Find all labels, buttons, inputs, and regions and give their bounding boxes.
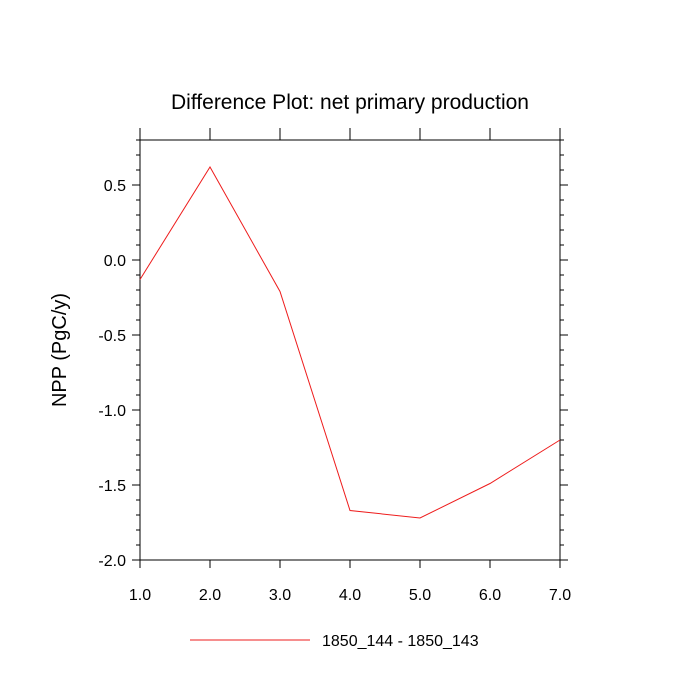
axis-ticks <box>132 128 568 568</box>
series-line <box>139 166 561 519</box>
x-tick-label: 3.0 <box>269 587 291 604</box>
legend-label: 1850_144 - 1850_143 <box>322 633 479 650</box>
legend: 1850_144 - 1850_143 <box>190 633 479 650</box>
x-tick-label: 4.0 <box>339 587 361 604</box>
y-tick-label: 0.0 <box>104 253 126 270</box>
y-tick-label: -1.0 <box>98 403 126 420</box>
x-tick-labels: 1.0 2.0 3.0 4.0 5.0 6.0 7.0 <box>129 587 571 604</box>
x-tick-label: 1.0 <box>129 587 151 604</box>
x-tick-label: 6.0 <box>479 587 501 604</box>
y-tick-label: -0.5 <box>98 328 126 345</box>
x-tick-label: 7.0 <box>549 587 571 604</box>
y-tick-label: 0.5 <box>104 178 126 195</box>
y-tick-label: -1.5 <box>98 478 126 495</box>
plot-frame <box>139 139 561 561</box>
y-tick-labels: 0.5 0.0 -0.5 -1.0 -1.5 -2.0 <box>98 178 126 570</box>
y-axis-label: NPP (PgC/y) <box>49 293 71 407</box>
series-layer <box>139 166 561 519</box>
x-tick-label: 5.0 <box>409 587 431 604</box>
chart-title: Difference Plot: net primary production <box>171 91 529 114</box>
y-tick-label: -2.0 <box>98 553 126 570</box>
x-tick-label: 2.0 <box>199 587 221 604</box>
